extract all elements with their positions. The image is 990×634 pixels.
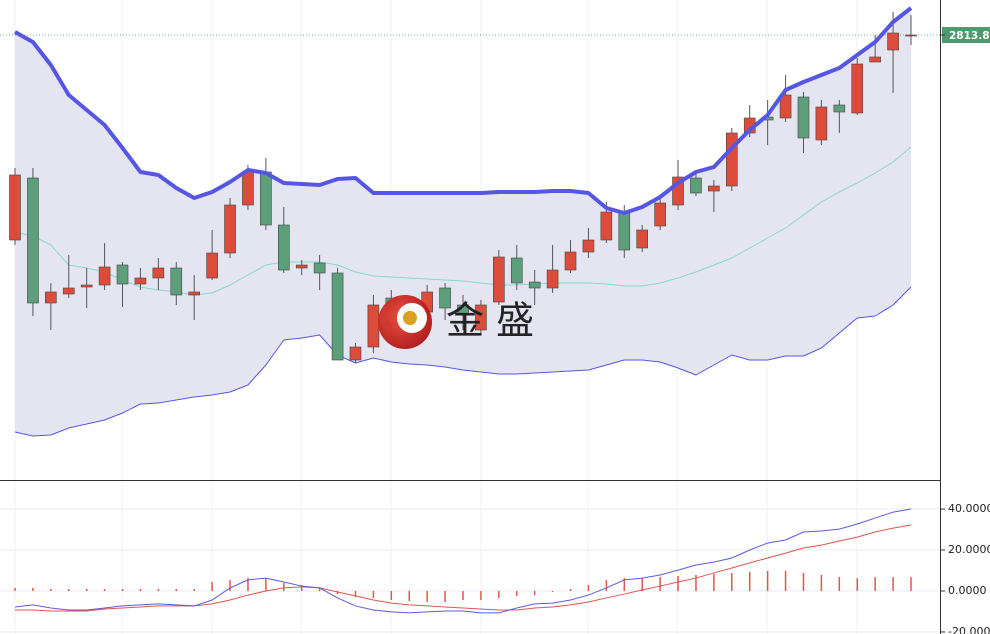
candle-body — [851, 63, 864, 114]
candle-body — [116, 264, 129, 285]
candle-body — [815, 106, 828, 141]
candle-body — [905, 34, 917, 37]
candle-body — [457, 304, 469, 316]
candle-body — [582, 239, 595, 253]
candle-body — [260, 171, 272, 226]
macd-panel — [0, 508, 940, 633]
band-area — [15, 8, 911, 436]
candle-body — [80, 284, 93, 288]
logo-coin — [403, 311, 417, 325]
last-price-label: 2813.89 — [949, 30, 990, 42]
candle-body — [27, 177, 39, 304]
candle-body — [510, 257, 523, 284]
dea-line — [15, 524, 912, 612]
candle-body — [152, 267, 165, 279]
candle-body — [439, 287, 451, 309]
candle-body — [564, 251, 577, 271]
candle-body — [546, 269, 559, 289]
upper-band — [14, 6, 913, 215]
candle-body — [188, 291, 200, 296]
y-tick-label: 40.0000 — [948, 502, 990, 515]
middle-band — [14, 146, 912, 296]
candle-body — [242, 171, 254, 206]
candle-body — [528, 281, 541, 289]
candle-body — [654, 202, 666, 227]
candle-body — [690, 177, 702, 194]
candle-body — [725, 132, 738, 187]
candle-body — [869, 56, 881, 63]
lower-band — [14, 286, 912, 437]
candle-body — [9, 174, 21, 241]
candle-body — [672, 176, 684, 206]
candle-body — [797, 96, 810, 139]
y-tick-label: 0.0000 — [948, 584, 987, 597]
candle-body — [45, 291, 57, 304]
y-tick-label: -20.0000 — [948, 625, 990, 634]
candle-body — [349, 346, 362, 361]
watermark-logo: 金 盛 — [378, 295, 534, 349]
last-price-box — [942, 27, 990, 44]
right-axis: 2813.89 40.0000 20.0000 0.0000 -20.0000 — [940, 27, 990, 634]
price-panel — [0, 6, 940, 437]
candle-body — [833, 104, 846, 113]
candle-body — [224, 204, 236, 254]
candle-body — [779, 94, 792, 119]
y-tick-label: 20.0000 — [948, 543, 990, 556]
watermark-text: 金 盛 — [446, 299, 534, 343]
candle-body — [367, 304, 380, 348]
candle-body — [636, 229, 649, 249]
candle-body — [708, 185, 720, 192]
candle-body — [313, 262, 326, 274]
candle-body — [600, 211, 613, 241]
candle-body — [134, 277, 147, 285]
candle-body — [493, 256, 505, 303]
candle-body — [277, 224, 290, 271]
candle-body — [887, 32, 899, 51]
candle-body — [170, 267, 183, 296]
candle-body — [98, 266, 111, 286]
candle-body — [475, 304, 487, 331]
candle-body — [295, 264, 308, 269]
candle-body — [618, 211, 631, 251]
dif-line — [14, 508, 912, 614]
candle-body — [206, 252, 218, 279]
candle-body — [331, 272, 344, 361]
candle-body — [62, 287, 75, 295]
